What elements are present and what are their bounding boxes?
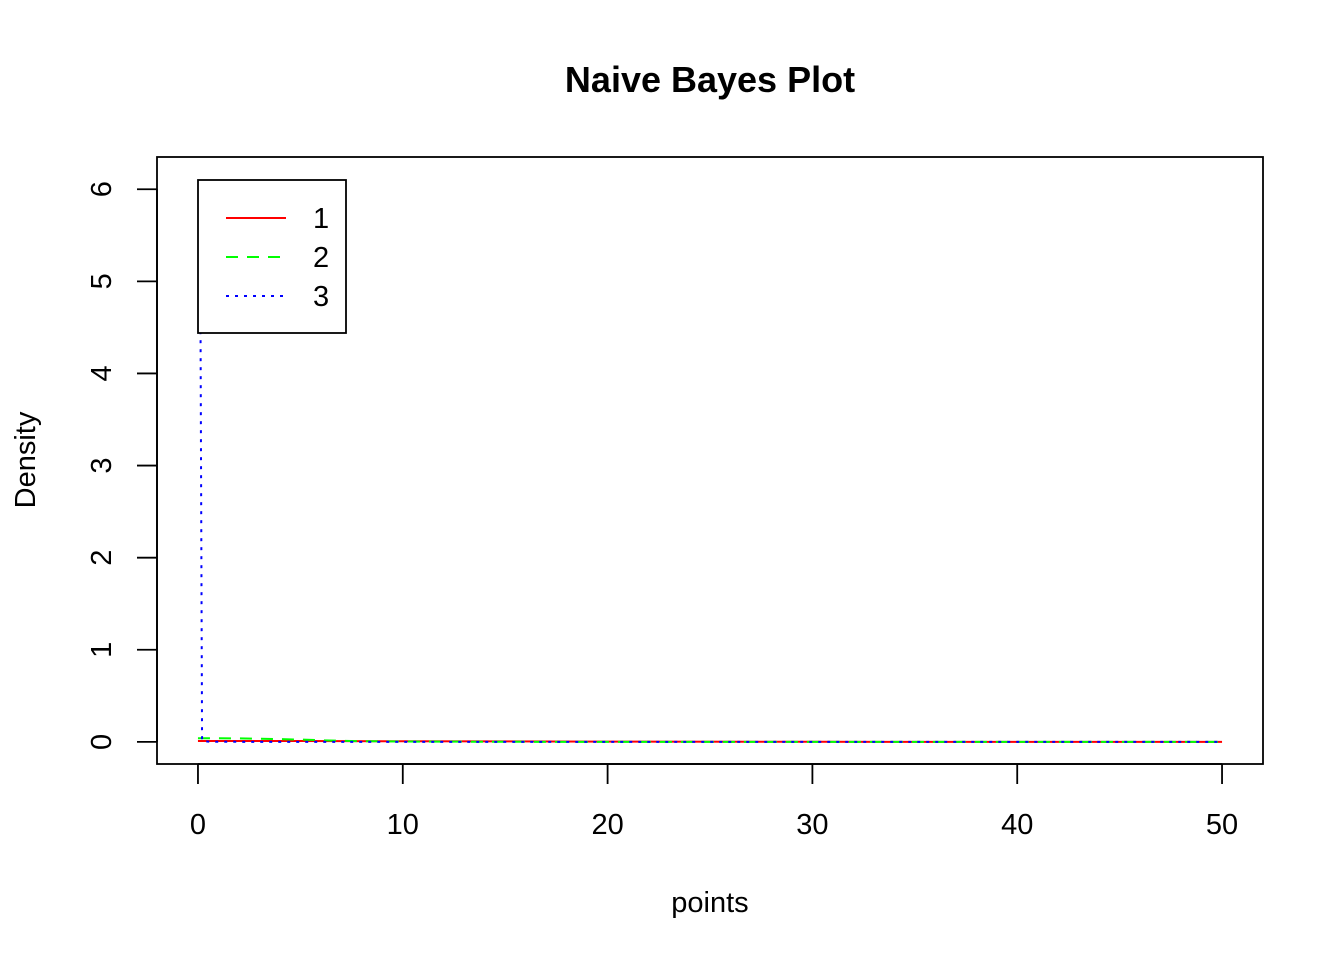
x-axis-label: points (671, 887, 748, 919)
x-tick-label: 50 (1206, 809, 1238, 841)
legend-label: 2 (313, 242, 329, 274)
x-axis: 0 10 20 30 40 50 (190, 763, 1238, 841)
x-tick-label: 0 (190, 809, 206, 841)
y-tick-label: 1 (86, 642, 118, 658)
y-tick-label: 6 (86, 181, 118, 197)
y-axis-label: Density (10, 411, 42, 508)
y-tick-label: 0 (86, 734, 118, 750)
x-tick-label: 40 (1001, 809, 1033, 841)
y-tick-label: 2 (86, 550, 118, 566)
x-tick-label: 10 (387, 809, 419, 841)
y-tick-label: 4 (86, 365, 118, 381)
series-line-3 (197, 188, 1223, 743)
y-tick-label: 3 (86, 457, 118, 473)
x-tick-label: 20 (591, 809, 623, 841)
legend: 1 2 3 (197, 179, 347, 334)
y-axis: 0 1 2 3 4 5 6 (86, 181, 158, 750)
legend-label: 3 (313, 281, 329, 313)
legend-label: 1 (313, 203, 329, 235)
series-layer (197, 188, 1223, 743)
chart-title: Naive Bayes Plot (565, 59, 855, 100)
y-tick-label: 5 (86, 273, 118, 289)
series-line-2 (197, 737, 1223, 743)
x-tick-label: 30 (796, 809, 828, 841)
